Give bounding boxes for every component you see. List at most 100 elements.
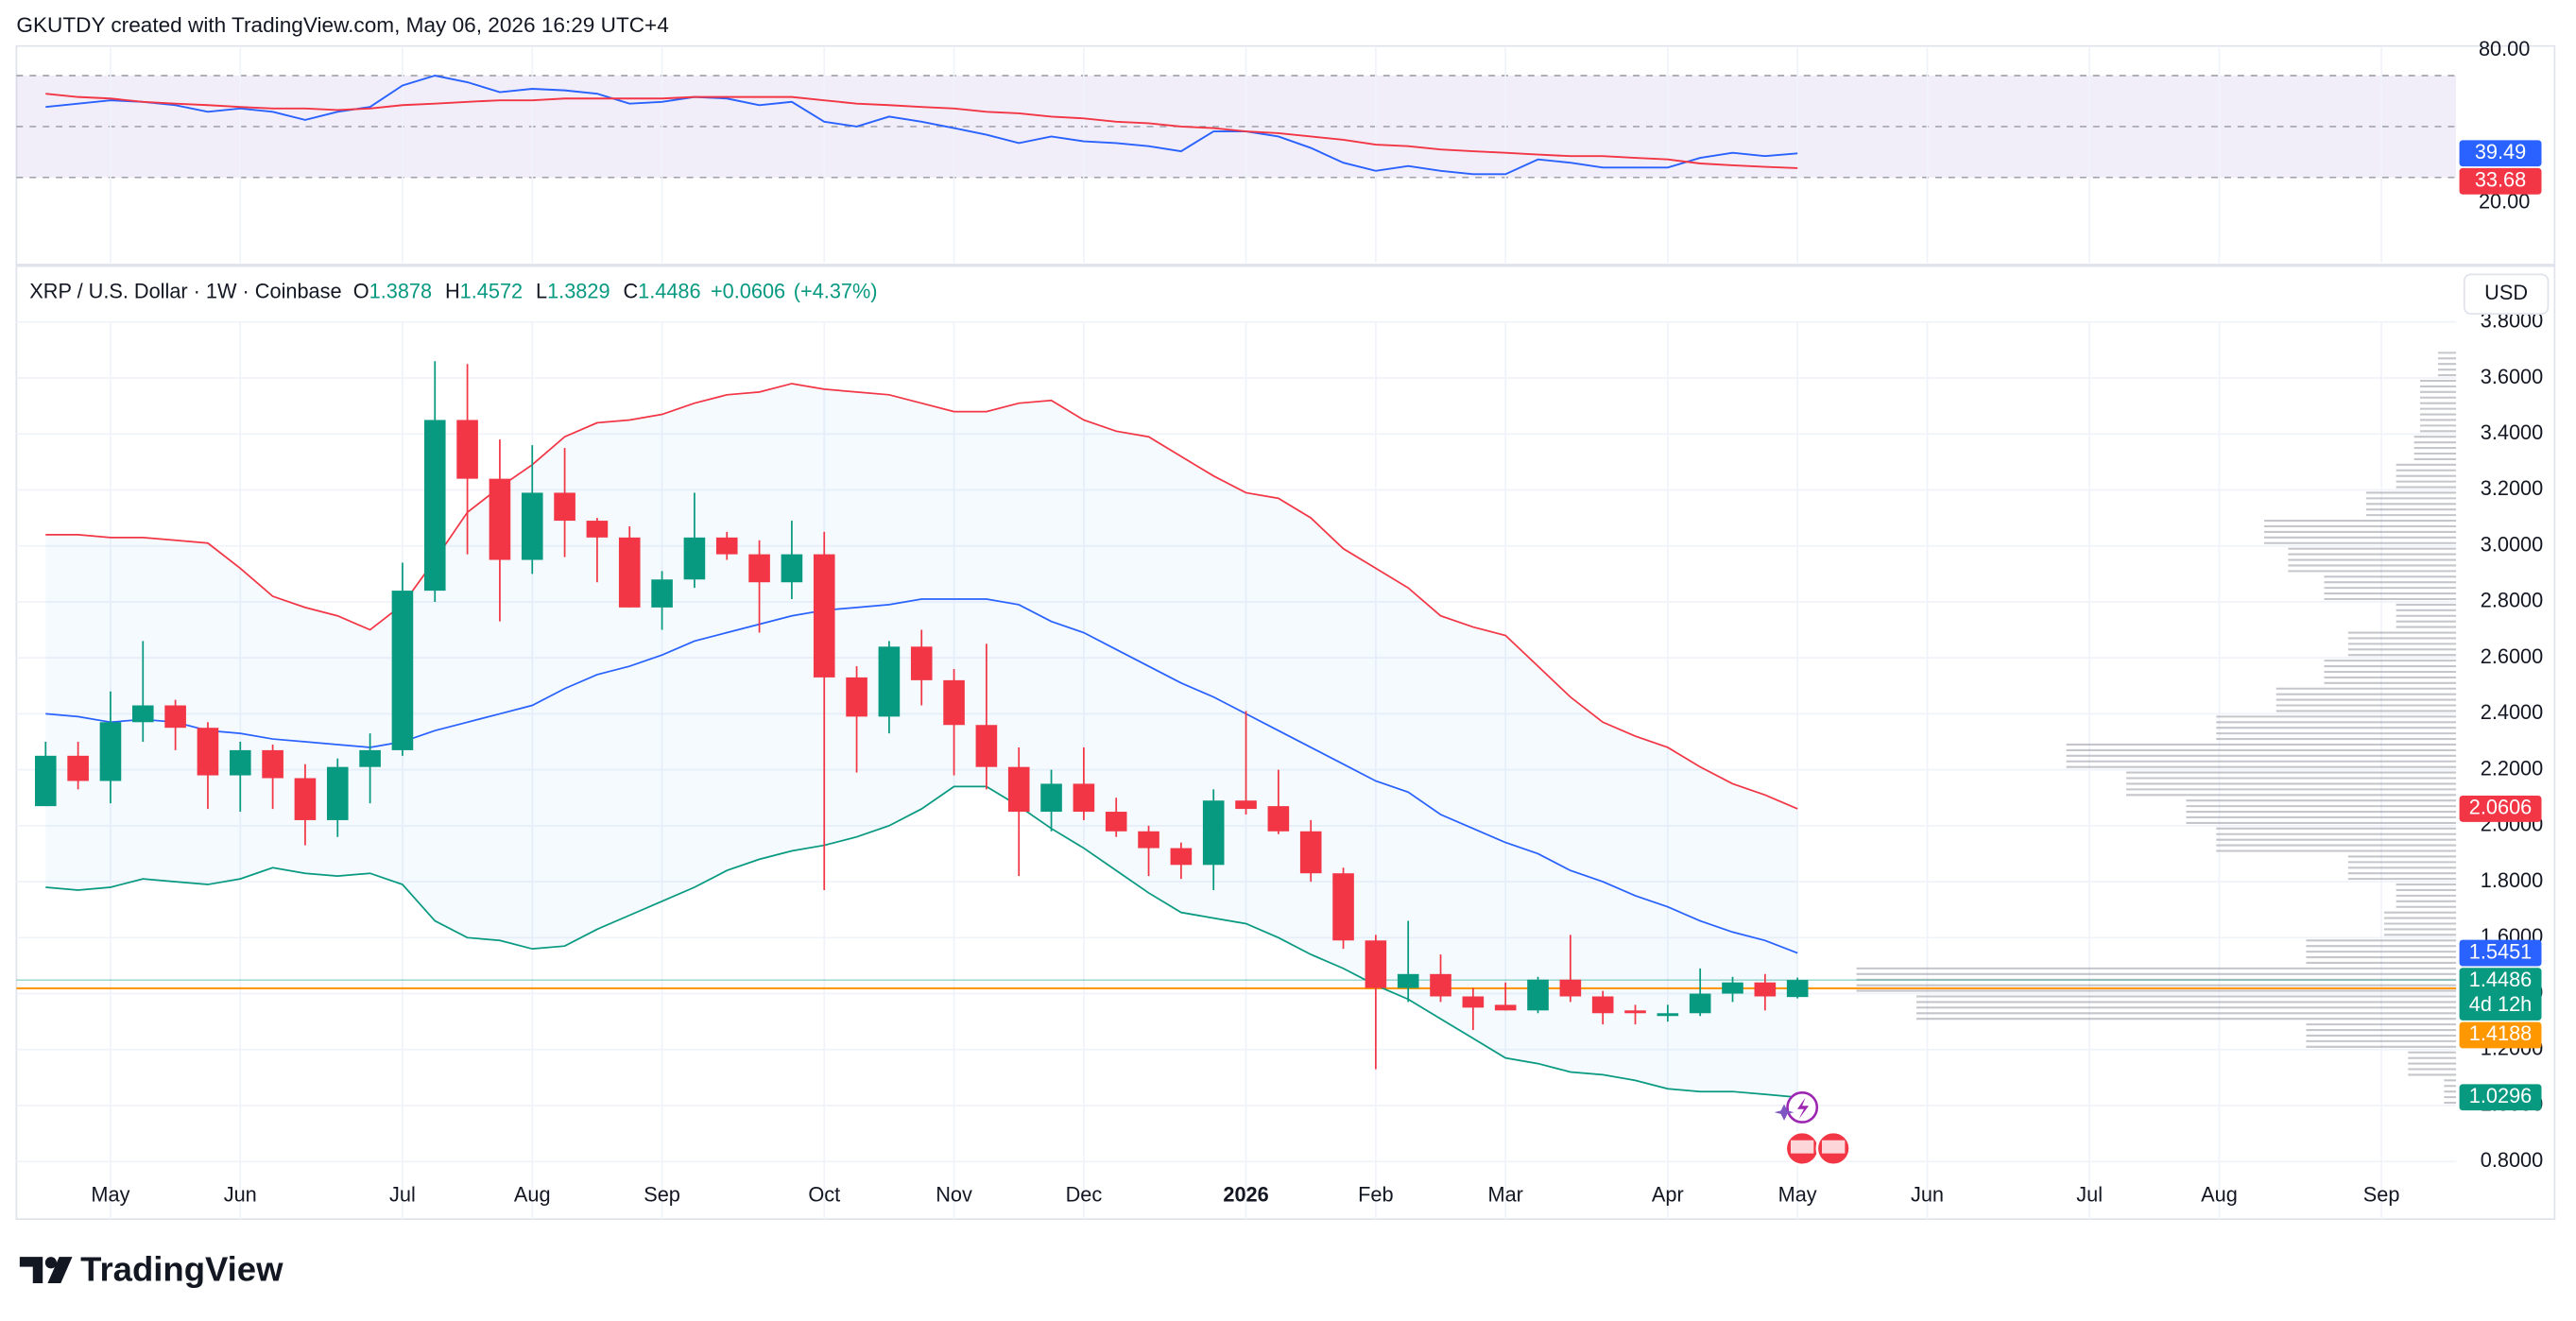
rsi-line	[45, 93, 1798, 169]
candle-body	[878, 646, 901, 717]
x-tick-label: Sep	[2363, 1183, 2400, 1207]
x-tick-label: Feb	[1358, 1183, 1393, 1207]
x-tick-label: Jun	[1911, 1183, 1944, 1207]
candle-body	[910, 646, 933, 680]
price-label: 1.4188	[2469, 1021, 2532, 1045]
price-label: 1.5451	[2469, 939, 2532, 963]
x-tick-label: 2026	[1223, 1183, 1268, 1207]
candle-body	[326, 766, 349, 820]
candle-body	[846, 677, 867, 717]
candle-body	[1073, 783, 1095, 813]
legend: XRP / U.S. Dollar · 1W · Coinbase O1.3878…	[29, 279, 877, 302]
y-tick-label: 2.4000	[2481, 700, 2543, 724]
ohlc-letter: O	[353, 279, 369, 302]
candle-body	[651, 579, 673, 608]
event-icons	[1774, 1091, 1851, 1167]
y-tick-label: 3.4000	[2481, 420, 2543, 444]
x-tick-label: Jun	[224, 1183, 257, 1207]
header: GKUTDY created with TradingView.com, May…	[16, 13, 668, 37]
candle-body	[683, 537, 706, 580]
candle-body	[943, 679, 965, 726]
ohlc-letter: C	[623, 279, 638, 302]
y-tick-label: 3.0000	[2481, 532, 2543, 556]
price-label-box	[2459, 140, 2542, 167]
candle-body	[618, 537, 641, 608]
open-value: 1.3878	[369, 279, 432, 302]
x-tick-label: Jul	[389, 1183, 416, 1207]
x-tick-label: Oct	[808, 1183, 840, 1207]
candle-body	[423, 420, 446, 592]
x-tick-label: May	[1778, 1183, 1817, 1207]
countdown: 4d 12h	[2469, 992, 2532, 1016]
candle-body	[1494, 1004, 1517, 1011]
price-label-box	[2459, 968, 2542, 1021]
logo-mark	[19, 1257, 43, 1284]
y-tick-label: 80.00	[2479, 37, 2530, 60]
y-tick-label: 3.2000	[2481, 476, 2543, 500]
logo: TradingView	[19, 1249, 283, 1288]
candle-body	[975, 725, 998, 767]
candle-body	[554, 492, 575, 522]
candle-body	[1138, 831, 1159, 849]
event-icon	[1796, 1097, 1810, 1120]
candle-body	[1267, 806, 1290, 832]
x-tick-label: Apr	[1652, 1183, 1684, 1207]
ohlc-letter: H	[445, 279, 460, 302]
band-fill	[45, 383, 1798, 1098]
y-tick-label: 1.8000	[2481, 868, 2543, 892]
price-label-box	[2459, 167, 2542, 195]
candle-body	[197, 728, 219, 776]
event-flag	[1790, 1140, 1814, 1154]
high-value: 1.4572	[460, 279, 523, 302]
band-line	[45, 383, 1798, 810]
candle-body	[1430, 973, 1451, 997]
candle-body	[1235, 800, 1257, 810]
candle-body	[262, 749, 283, 779]
candle-body	[1365, 940, 1387, 988]
candle-body	[67, 755, 89, 781]
y-tick-label: 0.8000	[2481, 1148, 2543, 1172]
x-tick-label: Sep	[644, 1183, 680, 1207]
currency-button[interactable]	[2463, 273, 2550, 315]
event-flag	[1822, 1140, 1846, 1154]
rsi-line	[45, 75, 1798, 176]
candle-body	[1202, 800, 1225, 866]
logo-mark	[44, 1257, 57, 1269]
x-tick-label: Aug	[2201, 1183, 2238, 1207]
candle-body	[521, 492, 543, 560]
change: +0.0606	[711, 279, 785, 302]
change-percent: (+4.37%)	[794, 279, 878, 302]
candle-body	[164, 705, 186, 729]
candle-body	[1722, 982, 1743, 994]
band-line	[45, 785, 1798, 1099]
price-label: 1.4486	[2469, 968, 2532, 991]
price-label: 33.68	[2475, 168, 2526, 192]
y-tick-label: 2.6000	[2481, 644, 2543, 668]
candle-body	[1332, 873, 1354, 941]
x-tick-label: Mar	[1487, 1183, 1522, 1207]
currency[interactable]: USD	[2484, 281, 2528, 304]
candle-body	[489, 478, 511, 560]
x-tick-label: Dec	[1066, 1183, 1103, 1207]
candle-body	[1105, 812, 1127, 832]
band-line	[45, 598, 1798, 954]
candle-body	[1527, 979, 1549, 1011]
candle-body	[229, 749, 251, 776]
candle-body	[1397, 973, 1419, 988]
candle-body	[1689, 993, 1711, 1014]
x-tick-label: Aug	[514, 1183, 551, 1207]
candle-body	[1040, 783, 1062, 813]
candle-body	[1591, 996, 1614, 1014]
x-tick-label: Jul	[2076, 1183, 2103, 1207]
price-label: 1.0296	[2469, 1084, 2532, 1107]
event-icon	[1774, 1104, 1795, 1121]
y-tick-label: 3.6000	[2481, 365, 2543, 388]
y-tick-label: 2.8000	[2481, 589, 2543, 612]
candle-body	[781, 554, 803, 583]
candle-body	[813, 554, 835, 678]
x-tick-label: Nov	[936, 1183, 972, 1207]
candle-body	[586, 521, 609, 538]
frame	[15, 44, 2556, 1221]
